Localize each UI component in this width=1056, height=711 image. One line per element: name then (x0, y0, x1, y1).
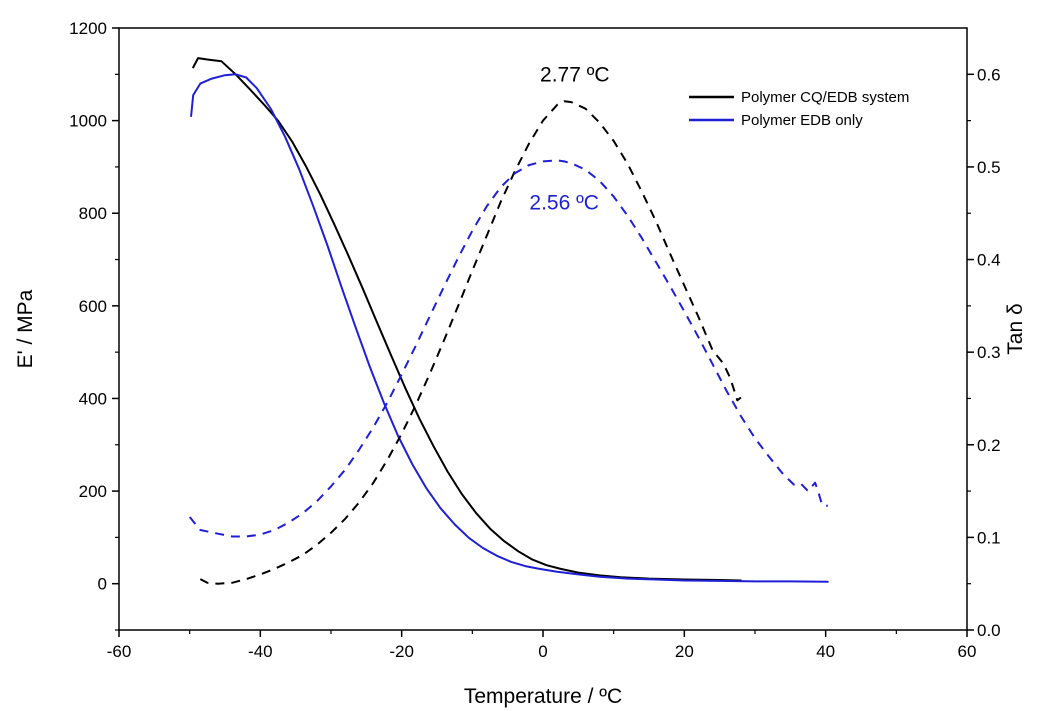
y2-tick-label-5: 0.5 (977, 158, 1001, 177)
y-tick-label-0: 0 (98, 575, 107, 594)
x-tick-label-1: -40 (248, 642, 273, 661)
x-tick-label-2: -20 (389, 642, 414, 661)
series-line-0 (192, 57, 742, 582)
ticks-layer (112, 27, 974, 637)
series-line-2 (199, 100, 742, 585)
y-tick-label-5: 1000 (69, 112, 107, 131)
x-tick-label-3: 0 (538, 642, 547, 661)
y2-tick-label-6: 0.6 (977, 65, 1001, 84)
y2-tick-label-0: 0.0 (977, 621, 1001, 640)
y2-tick-label-4: 0.4 (977, 251, 1001, 270)
series-line-1 (190, 73, 829, 583)
y-tick-label-4: 800 (79, 204, 107, 223)
y-tick-label-6: 1200 (69, 19, 107, 38)
y-axis-title: E' / MPa (14, 289, 37, 368)
peak-annotation-edb-only: 2.56 ºC (529, 192, 599, 215)
y2-tick-label-2: 0.2 (977, 436, 1001, 455)
x-axis-title: Temperature / ºC (464, 685, 622, 708)
x-tick-label-0: -60 (107, 642, 132, 661)
x-tick-label-4: 20 (675, 642, 694, 661)
y-tick-label-1: 200 (79, 482, 107, 501)
y2-tick-label-1: 0.1 (977, 528, 1001, 547)
labels-layer: -60 -40 -20 0 20 40 600200400600800100012000.0… (69, 19, 1000, 661)
series-line-3 (188, 159, 828, 538)
x-tick-label-6: 60 (958, 642, 977, 661)
series-layer (188, 57, 829, 585)
y2-tick-label-3: 0.3 (977, 343, 1001, 362)
y-tick-label-3: 600 (79, 297, 107, 316)
x-tick-label-5: 40 (816, 642, 835, 661)
legend: Polymer CQ/EDB system Polymer EDB only (689, 89, 909, 129)
legend-label-edb-only: Polymer EDB only (741, 112, 863, 129)
y2-axis-title: Tan δ (1004, 303, 1027, 354)
y-tick-label-2: 400 (79, 389, 107, 408)
legend-label-cq-edb: Polymer CQ/EDB system (741, 89, 909, 106)
peak-annotation-cq-edb: 2.77 ºC (540, 64, 610, 87)
